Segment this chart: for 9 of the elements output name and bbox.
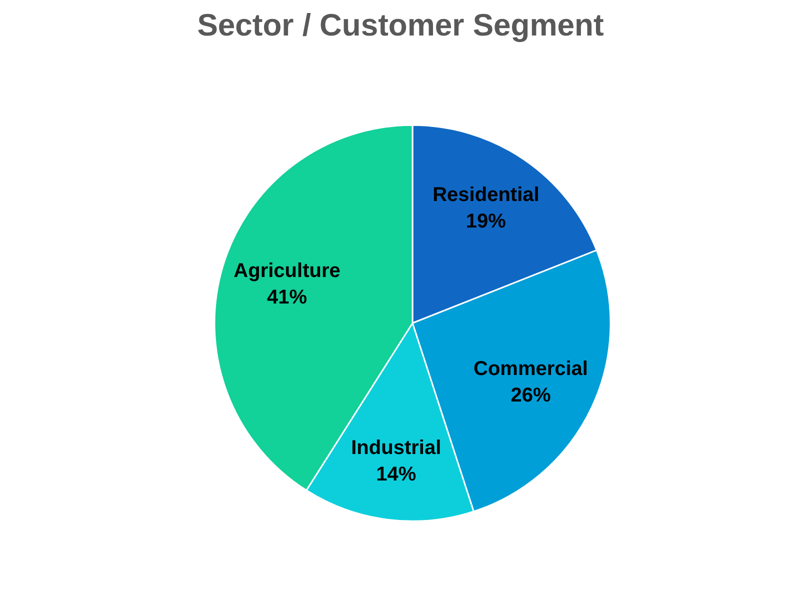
slice-label: Agriculture — [234, 260, 340, 282]
data-label: 14% — [376, 463, 416, 486]
data-label: 26% — [510, 384, 551, 407]
chart-title: Sector / Customer Segment — [197, 8, 604, 42]
slice-label: Commercial — [473, 358, 588, 380]
slice-label: Residential — [432, 184, 540, 206]
data-label: 19% — [466, 210, 506, 232]
data-label: 41% — [266, 286, 308, 309]
slice-label: Industrial — [351, 436, 442, 459]
